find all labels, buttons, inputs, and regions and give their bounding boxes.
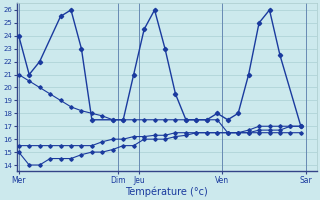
X-axis label: Température (°c): Température (°c) xyxy=(125,186,208,197)
